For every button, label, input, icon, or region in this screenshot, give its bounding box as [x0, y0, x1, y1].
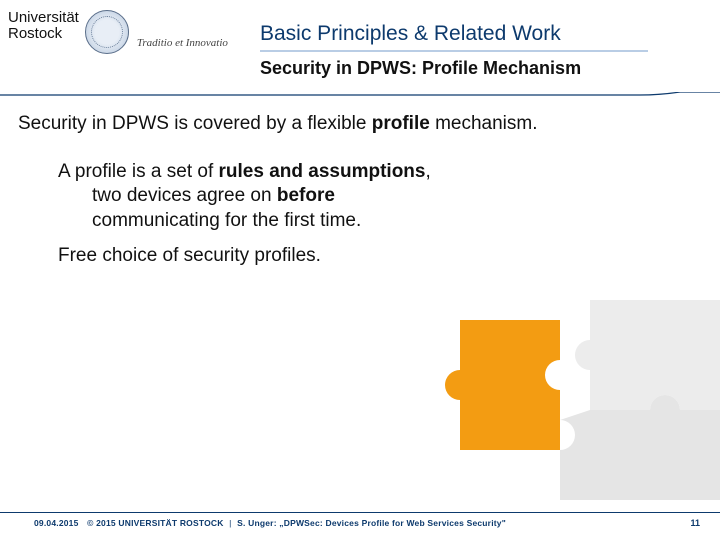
paragraph-1: Security in DPWS is covered by a flexibl…	[18, 112, 702, 136]
header-divider	[0, 92, 720, 96]
paragraph-2: A profile is a set of rules and assumpti…	[18, 160, 448, 234]
p2-pre: A profile is a set of	[58, 161, 219, 182]
footer-sep2: |	[229, 518, 234, 528]
university-logo: Universität Rostock Traditio et Innovati…	[8, 10, 228, 54]
footer-divider	[0, 512, 720, 513]
uni-line2: Rostock	[8, 25, 62, 42]
puzzle-piece-top-right	[575, 300, 720, 410]
university-tagline: Traditio et Innovatio	[137, 37, 228, 49]
uni-line1: Universität	[8, 9, 79, 26]
p1-pre: Security in DPWS is covered by a flexibl…	[18, 113, 372, 134]
p2-post: communicating for the first time.	[92, 210, 361, 231]
puzzle-piece-bottom-right	[560, 395, 720, 500]
university-name: Universität Rostock	[8, 10, 79, 42]
university-seal-icon	[85, 10, 129, 54]
slide-header: Universität Rostock Traditio et Innovati…	[0, 0, 720, 98]
p2-bold1: rules and assumptions	[219, 161, 426, 182]
section-title: Basic Principles & Related Work	[260, 22, 561, 46]
page-number: 11	[690, 518, 700, 528]
puzzle-piece-orange	[445, 320, 560, 450]
footer-date: 09.04.2015	[34, 518, 79, 528]
slide-title: Security in DPWS: Profile Mechanism	[260, 58, 581, 79]
slide-footer: 09.04.2015 © 2015 UNIVERSITÄT ROSTOCK | …	[0, 512, 720, 540]
p1-bold: profile	[372, 113, 430, 134]
p1-post: mechanism.	[430, 113, 538, 134]
slide-content: Security in DPWS is covered by a flexibl…	[18, 112, 702, 269]
footer-author: S. Unger: „DPWSec: Devices Profile for W…	[237, 518, 506, 528]
footer-text: 09.04.2015 © 2015 UNIVERSITÄT ROSTOCK | …	[34, 518, 506, 528]
p2-bold2: before	[277, 185, 335, 206]
puzzle-graphic	[420, 260, 720, 500]
footer-copyright: © 2015 UNIVERSITÄT ROSTOCK	[87, 518, 223, 528]
title-underline	[260, 50, 648, 52]
